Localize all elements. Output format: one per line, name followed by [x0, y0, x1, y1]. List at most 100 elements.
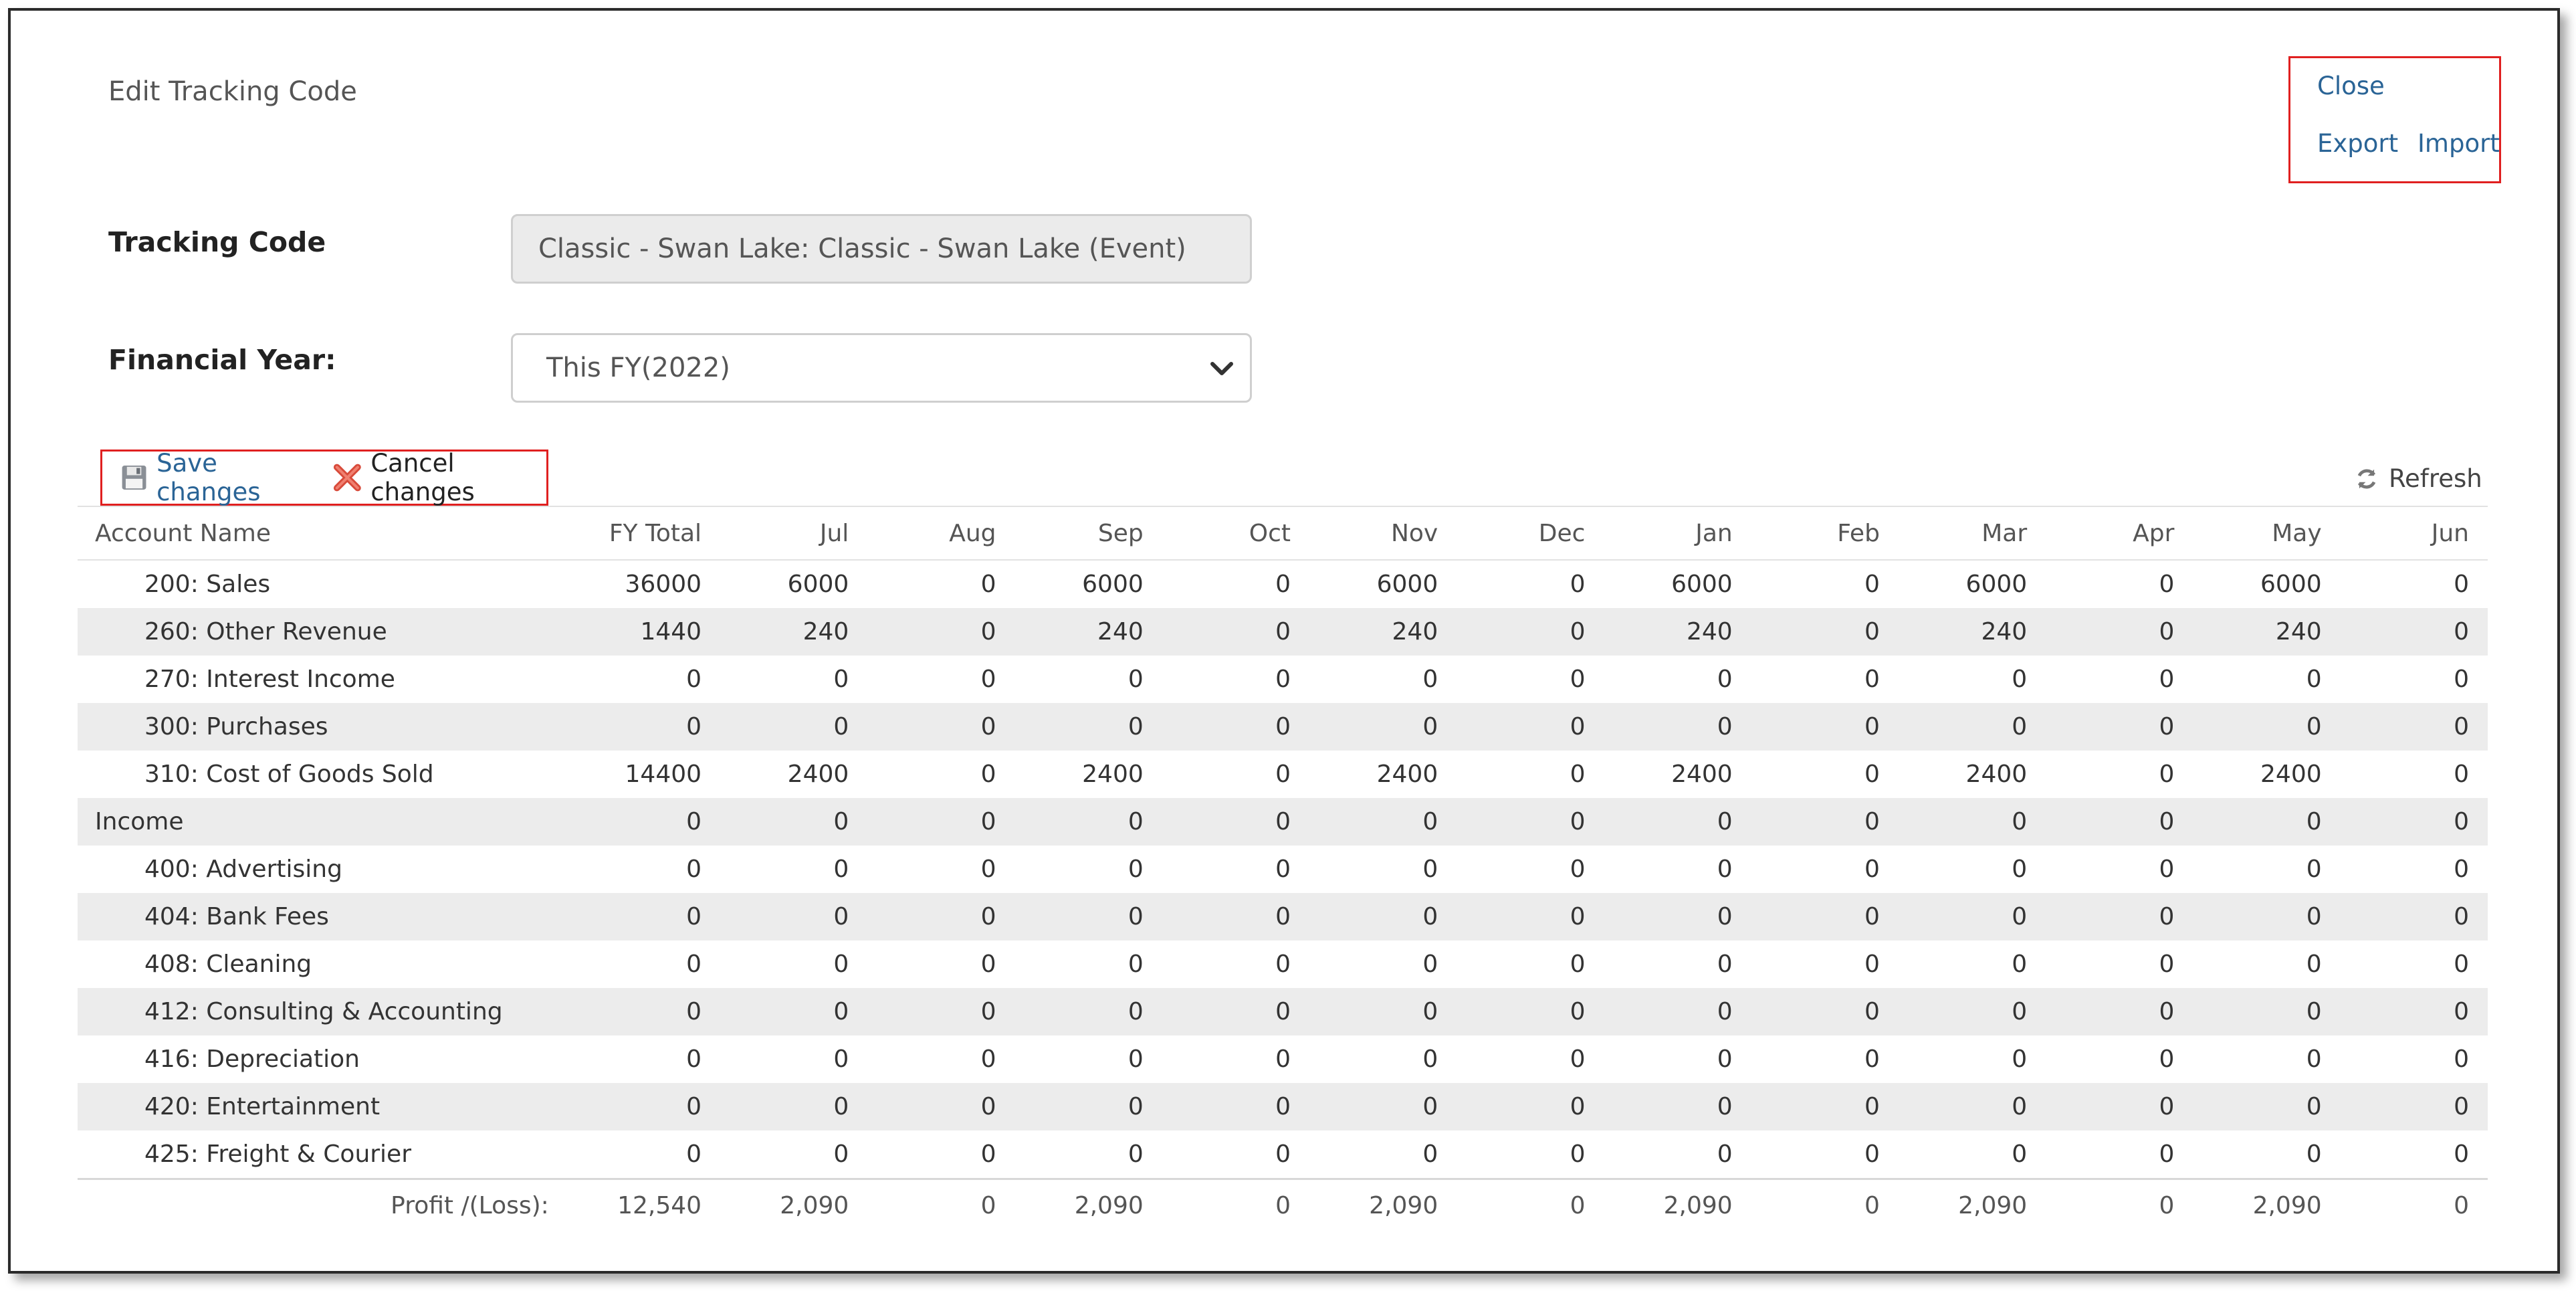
value-cell-mar[interactable]: 0	[2012, 856, 2028, 883]
refresh-button[interactable]: Refresh	[2354, 464, 2482, 493]
value-cell-jun[interactable]: 0	[2454, 1046, 2469, 1073]
value-cell-nov[interactable]: 240	[1309, 608, 1457, 656]
value-cell-oct[interactable]: 0	[1275, 571, 1291, 598]
value-cell-aug[interactable]: 0	[980, 1140, 996, 1168]
value-cell-aug[interactable]: 0	[867, 1083, 1015, 1130]
value-cell-feb[interactable]: 0	[1864, 761, 1880, 788]
value-cell-jul[interactable]: 0	[833, 951, 849, 978]
value-cell-oct[interactable]: 0	[1275, 1046, 1291, 1073]
value-cell-apr[interactable]: 0	[2159, 951, 2175, 978]
value-cell-dec[interactable]: 0	[1457, 988, 1604, 1035]
value-cell-fy-total[interactable]: 0	[559, 798, 721, 846]
value-cell-apr[interactable]: 0	[2159, 761, 2175, 788]
value-cell-jan[interactable]: 0	[1717, 856, 1733, 883]
value-cell-sep[interactable]: 0	[1014, 893, 1162, 940]
value-cell-sep[interactable]: 0	[1128, 951, 1144, 978]
value-cell-apr[interactable]: 0	[2046, 703, 2193, 751]
value-cell-apr[interactable]: 0	[2159, 856, 2175, 883]
value-cell-dec[interactable]: 0	[1570, 1046, 1586, 1073]
value-cell-dec[interactable]: 0	[1570, 571, 1586, 598]
value-cell-nov[interactable]: 0	[1422, 951, 1438, 978]
value-cell-oct[interactable]: 0	[1162, 1083, 1309, 1130]
value-cell-may[interactable]: 2400	[2260, 761, 2322, 788]
value-cell-mar[interactable]: 0	[2012, 666, 2028, 693]
value-cell-jan[interactable]: 0	[1717, 666, 1733, 693]
value-cell-mar[interactable]: 0	[2012, 1140, 2028, 1168]
value-cell-aug[interactable]: 0	[867, 703, 1015, 751]
column-header-sep[interactable]: Sep	[1014, 506, 1162, 561]
value-cell-jun[interactable]: 0	[2454, 571, 2469, 598]
value-cell-sep[interactable]: 0	[1128, 1140, 1144, 1168]
value-cell-may[interactable]: 0	[2193, 893, 2341, 940]
value-cell-fy-total[interactable]: 0	[559, 988, 721, 1035]
value-cell-dec[interactable]: 0	[1457, 1083, 1604, 1130]
value-cell-feb[interactable]: 0	[1751, 988, 1899, 1035]
value-cell-nov[interactable]: 0	[1422, 1046, 1438, 1073]
financial-year-select[interactable]: This FY(2022)	[511, 333, 1252, 403]
value-cell-aug[interactable]: 0	[867, 988, 1015, 1035]
value-cell-sep[interactable]: 0	[1014, 798, 1162, 846]
value-cell-aug[interactable]: 0	[980, 1046, 996, 1073]
value-cell-jul[interactable]: 0	[833, 1140, 849, 1168]
column-header-account-name[interactable]: Account Name	[78, 506, 560, 561]
value-cell-dec[interactable]: 0	[1457, 703, 1604, 751]
value-cell-may[interactable]: 6000	[2260, 571, 2322, 598]
value-cell-jan[interactable]: 0	[1717, 1046, 1733, 1073]
value-cell-aug[interactable]: 0	[867, 798, 1015, 846]
value-cell-oct[interactable]: 0	[1275, 856, 1291, 883]
value-cell-aug[interactable]: 0	[867, 608, 1015, 656]
value-cell-jan[interactable]: 0	[1604, 893, 1751, 940]
value-cell-sep[interactable]: 0	[1014, 988, 1162, 1035]
value-cell-mar[interactable]: 0	[1898, 1083, 2046, 1130]
value-cell-mar[interactable]: 0	[1898, 703, 2046, 751]
value-cell-jun[interactable]: 0	[2340, 703, 2488, 751]
value-cell-apr[interactable]: 0	[2046, 798, 2193, 846]
cancel-changes-button[interactable]: Cancel changes	[332, 449, 546, 506]
value-cell-feb[interactable]: 0	[1864, 571, 1880, 598]
value-cell-nov[interactable]: 0	[1309, 703, 1457, 751]
value-cell-sep[interactable]: 240	[1014, 608, 1162, 656]
value-cell-jun[interactable]: 0	[2340, 893, 2488, 940]
value-cell-fy-total[interactable]: 0	[686, 856, 702, 883]
value-cell-oct[interactable]: 0	[1275, 761, 1291, 788]
value-cell-nov[interactable]: 6000	[1376, 571, 1438, 598]
value-cell-may[interactable]: 0	[2306, 951, 2322, 978]
value-cell-fy-total[interactable]: 1440	[559, 608, 721, 656]
value-cell-mar[interactable]: 0	[1898, 798, 2046, 846]
value-cell-may[interactable]: 0	[2193, 988, 2341, 1035]
value-cell-aug[interactable]: 0	[867, 893, 1015, 940]
value-cell-dec[interactable]: 0	[1570, 856, 1586, 883]
column-header-fy-total[interactable]: FY Total	[559, 506, 721, 561]
value-cell-sep[interactable]: 0	[1128, 1046, 1144, 1073]
column-header-apr[interactable]: Apr	[2046, 506, 2193, 561]
value-cell-jan[interactable]: 2400	[1671, 761, 1733, 788]
value-cell-mar[interactable]: 0	[1898, 988, 2046, 1035]
value-cell-jul[interactable]: 6000	[787, 571, 849, 598]
value-cell-apr[interactable]: 0	[2046, 893, 2193, 940]
value-cell-may[interactable]: 0	[2193, 703, 2341, 751]
value-cell-dec[interactable]: 0	[1570, 1140, 1586, 1168]
value-cell-aug[interactable]: 0	[980, 571, 996, 598]
import-link[interactable]: Import	[2418, 129, 2500, 158]
close-link[interactable]: Close	[2317, 72, 2385, 100]
value-cell-mar[interactable]: 2400	[1965, 761, 2028, 788]
value-cell-jul[interactable]: 0	[720, 703, 868, 751]
value-cell-dec[interactable]: 0	[1457, 893, 1604, 940]
column-header-oct[interactable]: Oct	[1162, 506, 1309, 561]
value-cell-jan[interactable]: 6000	[1671, 571, 1733, 598]
value-cell-oct[interactable]: 0	[1162, 608, 1309, 656]
value-cell-fy-total[interactable]: 0	[559, 1083, 721, 1130]
value-cell-jul[interactable]: 2400	[787, 761, 849, 788]
value-cell-jun[interactable]: 0	[2454, 856, 2469, 883]
value-cell-feb[interactable]: 0	[1864, 1140, 1880, 1168]
value-cell-may[interactable]: 0	[2193, 798, 2341, 846]
value-cell-oct[interactable]: 0	[1162, 798, 1309, 846]
value-cell-jun[interactable]: 0	[2340, 798, 2488, 846]
export-link[interactable]: Export	[2317, 129, 2399, 158]
value-cell-dec[interactable]: 0	[1570, 951, 1586, 978]
value-cell-jul[interactable]: 0	[833, 1046, 849, 1073]
column-header-jun[interactable]: Jun	[2340, 506, 2488, 561]
column-header-aug[interactable]: Aug	[867, 506, 1015, 561]
value-cell-may[interactable]: 0	[2193, 1083, 2341, 1130]
value-cell-dec[interactable]: 0	[1570, 666, 1586, 693]
